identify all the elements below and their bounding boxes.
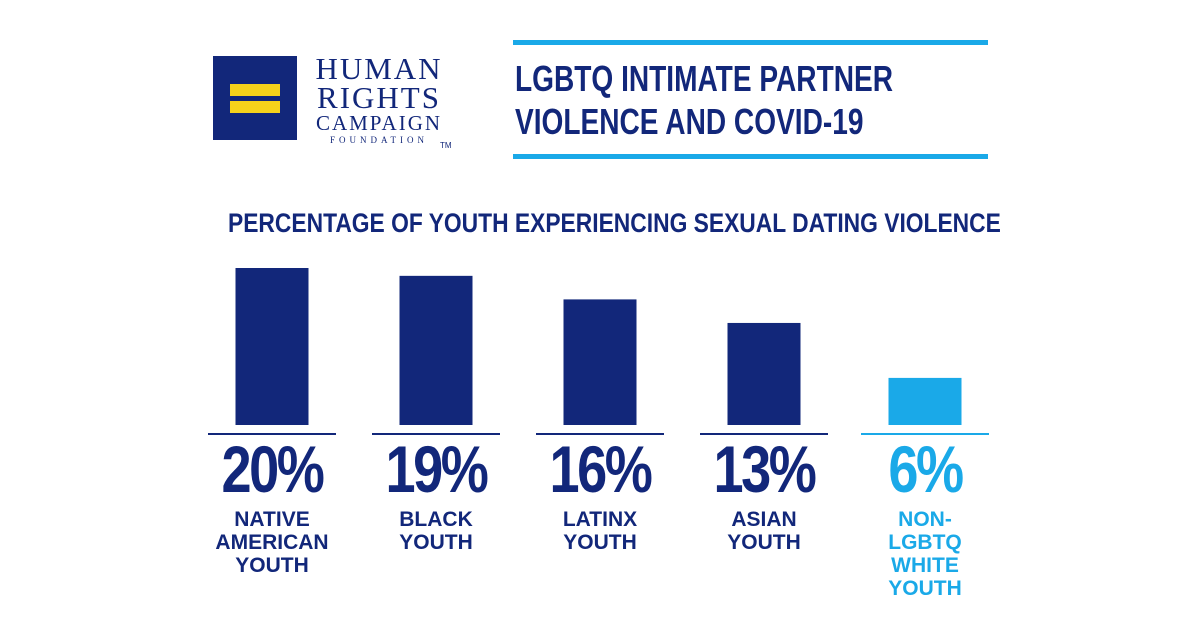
category-label-line: NATIVE <box>234 508 310 531</box>
category-label-2: LATINX YOUTH <box>520 508 680 554</box>
bar-baseline-3 <box>700 433 828 435</box>
page-title-line1: LGBTQ INTIMATE PARTNER <box>515 58 894 99</box>
bar-3 <box>727 322 801 425</box>
page-title-line2: VIOLENCE AND COVID-19 <box>515 101 864 142</box>
category-label-line: NON- <box>898 508 952 531</box>
bar-value-label-0: 20% <box>221 432 325 506</box>
logo-equal-bottom-bar <box>230 101 280 113</box>
category-label-line: LATINX <box>562 508 638 531</box>
category-label-line: ASIAN <box>731 508 797 531</box>
title-top-rule <box>513 40 988 45</box>
bar-4 <box>888 377 962 425</box>
bar-0 <box>235 268 309 425</box>
category-label-line: YOUTH <box>727 531 801 554</box>
bar-baseline-2 <box>536 433 664 435</box>
hrc-logo-text: HUMAN RIGHTS CAMPAIGN FOUNDATION <box>308 51 450 146</box>
bar-baseline-4 <box>861 433 989 435</box>
bar-1 <box>399 275 473 425</box>
category-label-line: WHITE <box>891 554 959 577</box>
logo-trademark: TM <box>440 141 452 150</box>
logo-line-rights: RIGHTS <box>317 80 441 115</box>
category-label-line: YOUTH <box>888 577 962 600</box>
bar-2 <box>563 299 637 425</box>
category-label-0: NATIVE AMERICAN YOUTH <box>192 508 352 577</box>
logo-line-campaign: CAMPAIGN <box>315 111 443 135</box>
title-bottom-rule <box>513 154 988 159</box>
hrc-logo-mark <box>213 56 297 140</box>
bar-baseline-1 <box>372 433 500 435</box>
bar-value-label-2: 16% <box>549 432 653 506</box>
logo-equal-top-bar <box>230 84 280 96</box>
category-label-line: YOUTH <box>563 531 637 554</box>
bar-value-label-3: 13% <box>713 432 817 506</box>
bar-value-label-4: 6% <box>888 432 964 506</box>
category-label-line: YOUTH <box>235 554 309 577</box>
page-title: LGBTQ INTIMATE PARTNER VIOLENCE AND COVI… <box>515 57 894 143</box>
bar-value-label-1: 19% <box>385 432 489 506</box>
logo-line-human: HUMAN <box>315 51 443 86</box>
category-label-1: BLACK YOUTH <box>356 508 516 554</box>
logo-line-foundation: FOUNDATION <box>330 135 428 145</box>
category-label-line: LGBTQ <box>888 531 962 554</box>
category-label-line: AMERICAN <box>215 531 329 554</box>
bar-baseline-0 <box>208 433 336 435</box>
category-label-line: BLACK <box>399 508 473 531</box>
chart-title: PERCENTAGE OF YOUTH EXPERIENCING SEXUAL … <box>228 208 1001 238</box>
category-label-4: NON- LGBTQ WHITE YOUTH <box>845 508 1005 600</box>
category-label-line: YOUTH <box>399 531 473 554</box>
category-label-3: ASIAN YOUTH <box>684 508 844 554</box>
